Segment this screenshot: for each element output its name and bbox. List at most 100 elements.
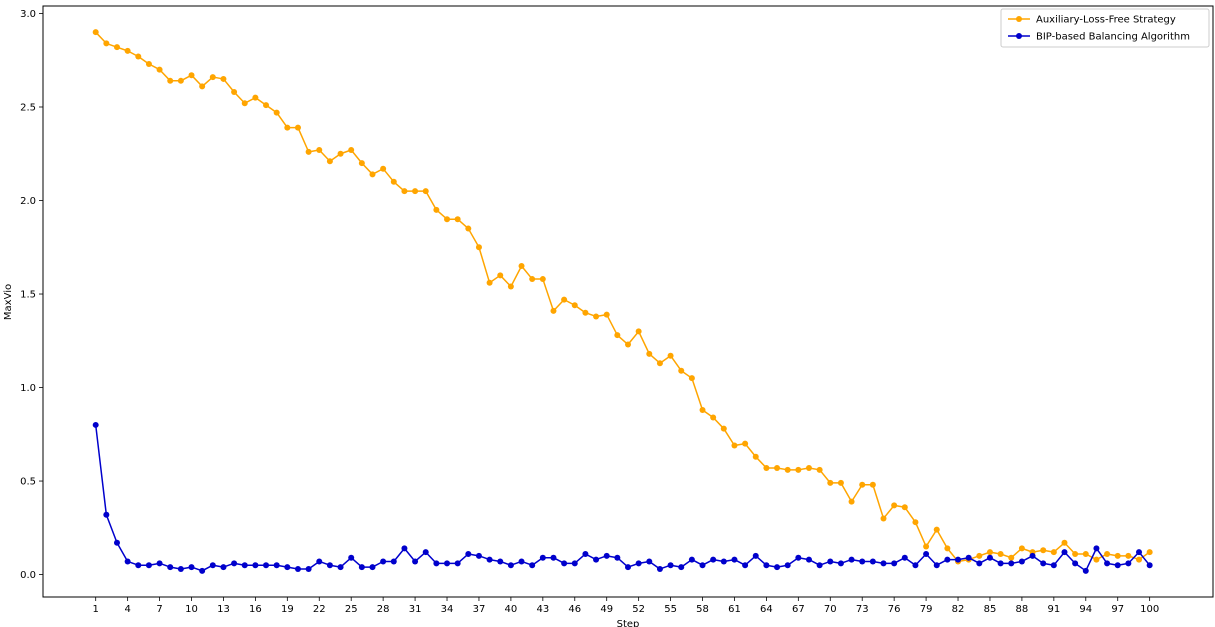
data-point [784, 562, 791, 569]
data-point [752, 552, 759, 559]
legend-box [1000, 8, 1210, 48]
data-point [465, 550, 472, 557]
x-tick-label: 67 [792, 604, 805, 615]
data-point [667, 352, 674, 359]
data-point [241, 562, 248, 569]
data-point [135, 53, 142, 60]
data-point [188, 72, 195, 79]
data-point [774, 464, 781, 471]
data-point [380, 165, 387, 172]
x-axis: 1 4 7 10 13 16 19 22 25 28 31 34 37 40 43 46 49 52 55 58 61 6… [93, 597, 1159, 615]
data-point [1061, 539, 1068, 546]
data-point [145, 60, 152, 67]
data-point [507, 283, 514, 290]
data-point [1040, 560, 1047, 567]
data-point [710, 414, 717, 421]
data-point [1093, 556, 1100, 563]
x-tick-label: 31 [409, 604, 422, 615]
data-point [369, 171, 376, 178]
data-point [731, 556, 738, 563]
data-point [444, 560, 451, 567]
data-point [774, 564, 781, 571]
x-tick-label: 7 [156, 604, 162, 615]
x-tick-label: 52 [632, 604, 645, 615]
x-tick-label: 82 [952, 604, 965, 615]
data-point [923, 543, 930, 550]
data-point [103, 511, 110, 518]
data-point [688, 556, 695, 563]
data-point [912, 519, 919, 526]
data-point [678, 564, 685, 571]
data-point [837, 479, 844, 486]
data-point [433, 560, 440, 567]
data-point [156, 66, 163, 73]
data-point [231, 560, 238, 567]
data-point [955, 556, 962, 563]
legend-marker-auxiliary-loss-free [1016, 16, 1022, 22]
data-point [848, 556, 855, 563]
y-tick-label: 3.0 [20, 9, 36, 20]
data-point [220, 564, 227, 571]
data-point [625, 341, 631, 348]
data-point [305, 565, 312, 572]
data-point [220, 75, 227, 82]
data-point [720, 425, 727, 432]
data-point [742, 440, 749, 447]
y-tick-label: 1.0 [20, 383, 36, 394]
x-tick-label: 49 [600, 604, 613, 615]
data-point [422, 549, 429, 556]
x-tick-label: 46 [568, 604, 581, 615]
data-point [1018, 545, 1025, 552]
data-point [1072, 560, 1079, 567]
data-point [603, 552, 610, 559]
data-point [92, 29, 99, 36]
data-point [252, 562, 259, 569]
data-point [273, 562, 280, 569]
data-point [284, 564, 291, 571]
data-point [816, 562, 823, 569]
x-tick-label: 85 [984, 604, 997, 615]
data-point [869, 481, 876, 488]
data-point [294, 565, 301, 572]
data-point [401, 545, 408, 552]
data-point [688, 375, 695, 382]
data-point [380, 558, 387, 565]
x-tick-label: 70 [824, 604, 837, 615]
data-point [1029, 552, 1036, 559]
data-point [305, 148, 312, 155]
series-bip-based-balancing-algorithm [92, 421, 1153, 574]
data-point [177, 565, 184, 572]
data-point [763, 464, 770, 471]
data-point [1125, 552, 1132, 559]
data-point [550, 554, 557, 561]
legend-label-auxiliary-loss-free: Auxiliary-Loss-Free Strategy [1036, 15, 1176, 26]
data-point [582, 309, 589, 316]
data-point [1008, 554, 1015, 561]
plot-frame [42, 5, 1214, 598]
data-point [656, 360, 663, 367]
data-point [997, 560, 1004, 567]
data-point [167, 564, 174, 571]
data-point [731, 442, 738, 449]
x-tick-label: 25 [345, 604, 358, 615]
legend-label-bip-based: BIP-based Balancing Algorithm [1036, 32, 1190, 43]
data-point [348, 554, 355, 561]
data-point [763, 562, 770, 569]
data-point [891, 560, 898, 567]
y-tick-label: 0.5 [20, 477, 36, 488]
x-tick-label: 64 [760, 604, 773, 615]
x-tick-label: 91 [1047, 604, 1060, 615]
data-point [699, 406, 706, 413]
data-point [188, 564, 195, 571]
data-point [209, 562, 216, 569]
data-point [1082, 567, 1089, 574]
data-point [646, 558, 653, 565]
data-point [561, 560, 568, 567]
data-point [1008, 560, 1015, 567]
data-point [805, 464, 812, 471]
x-tick-label: 40 [505, 604, 518, 615]
x-tick-label: 10 [185, 604, 198, 615]
data-point [859, 481, 866, 488]
x-tick-label: 22 [313, 604, 326, 615]
data-point [816, 466, 823, 473]
